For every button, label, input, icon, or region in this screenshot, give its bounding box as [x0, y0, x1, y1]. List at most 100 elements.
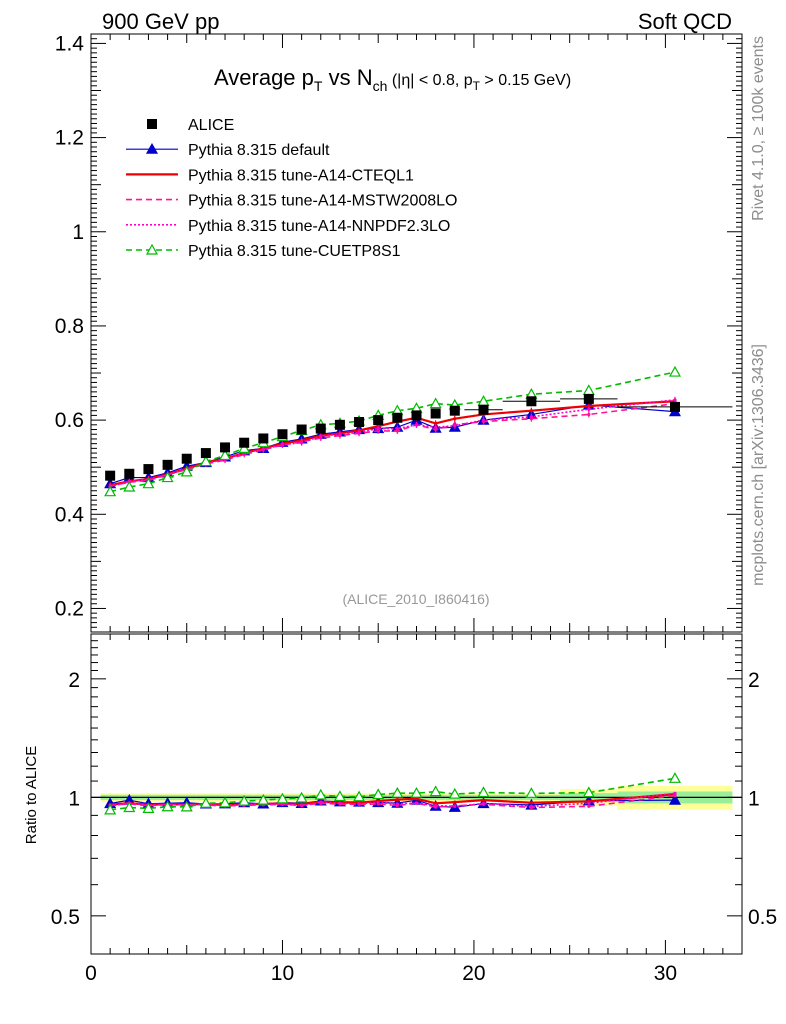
- legend-marker: [147, 119, 157, 129]
- legend-marker: [145, 243, 159, 255]
- data-point: [219, 449, 232, 461]
- legend-marker: [145, 142, 159, 154]
- data-point: [319, 434, 323, 438]
- data-point: [395, 426, 399, 431]
- data-point: [296, 424, 307, 435]
- ratio-point: [257, 793, 270, 805]
- ratio-point: [338, 801, 342, 805]
- data-point: [411, 410, 422, 421]
- series-alice: [105, 393, 733, 481]
- y-tick-label: 0.6: [55, 409, 84, 432]
- data-point: [434, 421, 438, 426]
- ratio-point: [481, 798, 486, 802]
- y-tick-label: 0.8: [55, 315, 84, 338]
- legend-entry: Pythia 8.315 tune-A14-MSTW2008LO: [126, 193, 457, 210]
- legend-entry: Pythia 8.315 default: [126, 142, 330, 159]
- header-left: 900 GeV pp: [102, 9, 219, 34]
- ratio-point: [353, 790, 366, 802]
- ratio-y-tick-label-right: 2: [748, 669, 760, 692]
- ratio-point: [319, 800, 323, 804]
- data-point: [481, 418, 486, 422]
- data-point: [123, 480, 136, 492]
- ratio-point: [587, 801, 591, 805]
- ratio-point: [333, 790, 346, 802]
- data-point: [453, 417, 457, 421]
- ratio-point: [300, 804, 304, 808]
- ratio-point: [123, 801, 136, 813]
- data-point: [220, 442, 231, 453]
- ratio-point: [481, 801, 486, 806]
- ratio-point: [395, 798, 399, 802]
- data-point: [376, 426, 380, 431]
- ratio-point: [429, 785, 442, 797]
- ratio-point: [453, 804, 457, 809]
- data-point: [161, 471, 174, 483]
- ratio-point: [414, 801, 419, 805]
- data-point: [200, 448, 211, 459]
- data-point: [338, 432, 342, 436]
- data-point: [354, 416, 365, 427]
- data-point: [239, 437, 250, 448]
- data-point: [124, 468, 135, 479]
- data-point: [104, 485, 117, 497]
- ratio-point: [276, 792, 289, 804]
- data-point: [587, 412, 591, 417]
- main-plot-area: [104, 365, 733, 497]
- data-point: [105, 470, 116, 481]
- ratio-point: [434, 804, 438, 808]
- data-point: [668, 365, 682, 377]
- data-point: [673, 398, 677, 402]
- ratio-point: [180, 800, 193, 812]
- ratio-point: [414, 797, 419, 801]
- ratio-y-tick-label: 1: [68, 787, 80, 810]
- legend-label: Pythia 8.315 tune-A14-CTEQL1: [188, 167, 414, 184]
- y-tick-label: 0.4: [55, 503, 85, 526]
- legend-entry: Pythia 8.315 tune-A14-CTEQL1: [126, 167, 414, 184]
- rivet-label: Rivet 4.1.0, ≥ 100k events: [750, 36, 767, 221]
- data-point: [143, 464, 154, 475]
- ratio-point: [668, 772, 682, 783]
- data-point: [162, 459, 173, 470]
- ratio-point: [525, 787, 538, 798]
- legend-label: Pythia 8.315 tune-A14-NNPDF2.3LO: [188, 218, 450, 235]
- data-point: [449, 405, 460, 416]
- ratio-point: [529, 804, 533, 809]
- data-point: [583, 393, 594, 404]
- legend-label: Pythia 8.315 tune-CUETP8S1: [188, 243, 401, 260]
- legend-label: Pythia 8.315 default: [188, 142, 330, 159]
- data-point: [300, 441, 304, 445]
- ratio-point: [238, 794, 251, 806]
- ratio-point: [219, 796, 232, 808]
- data-point: [315, 423, 326, 434]
- legend-label: Pythia 8.315 tune-A14-MSTW2008LO: [188, 193, 457, 210]
- x-tick-label: 10: [271, 962, 294, 985]
- legend-label: ALICE: [188, 117, 234, 134]
- data-point: [373, 415, 384, 426]
- ratio-point: [395, 802, 399, 806]
- ratio-plot-area: [104, 772, 682, 815]
- ratio-point: [295, 791, 308, 803]
- data-point: [587, 407, 591, 411]
- data-point: [357, 430, 361, 434]
- main-axis-ticks: [90, 33, 743, 633]
- ratio-point: [410, 786, 423, 798]
- ratio-y-tick-label-right: 0.5: [748, 906, 777, 929]
- series-pythia-8-315-tune-a14-nnpdf2-3lo: [108, 396, 677, 490]
- data-point: [582, 384, 595, 396]
- data-point: [238, 442, 251, 453]
- ratio-point: [376, 800, 380, 805]
- data-point: [529, 409, 533, 413]
- ratio-point: [391, 786, 404, 798]
- legend-entry: Pythia 8.315 tune-A14-NNPDF2.3LO: [126, 218, 450, 235]
- data-point: [669, 401, 680, 412]
- ratio-y-tick-labels: 0.5 0.5 1 1 2 2: [51, 669, 777, 929]
- data-point: [414, 423, 419, 427]
- y-tick-label: 1: [72, 221, 84, 244]
- ratio-point: [142, 802, 155, 813]
- data-point: [261, 447, 265, 451]
- data-point: [392, 412, 403, 423]
- x-tick-label: 20: [462, 962, 485, 985]
- data-point: [199, 455, 212, 467]
- data-point: [430, 408, 441, 419]
